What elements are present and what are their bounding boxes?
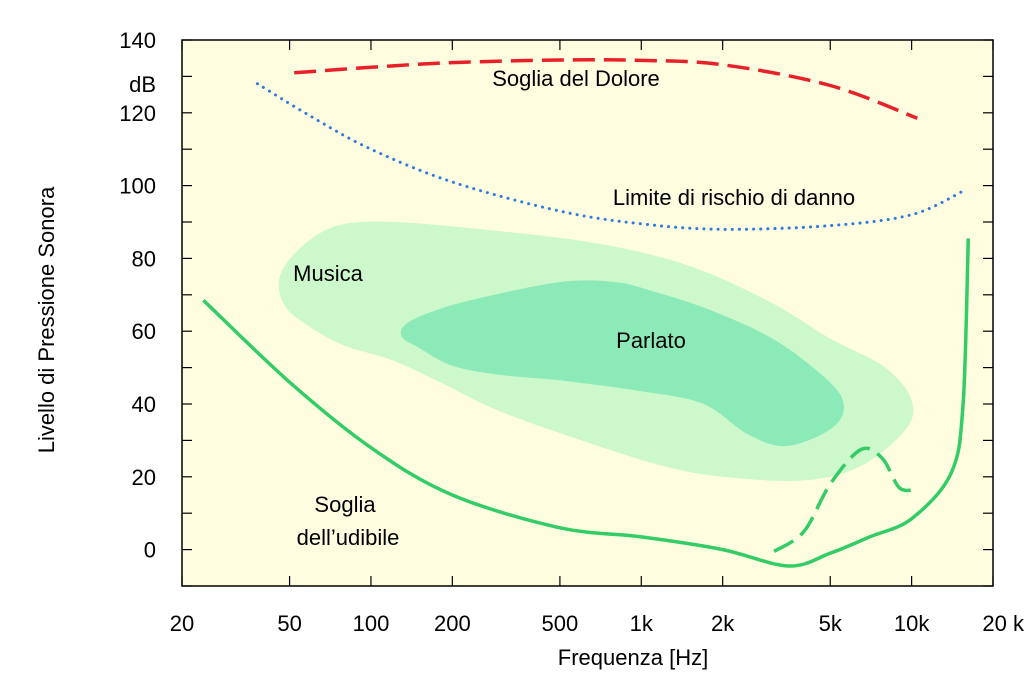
x-tick-label: 500 [542,611,579,636]
x-tick-label: 2k [711,611,735,636]
y-axis-title: Livello di Pressione Sonora [34,186,59,453]
y-unit-label: dB [129,72,156,97]
x-tick-label: 50 [277,611,301,636]
tick-labels-group: 20 50 100 200 500 1k 2k 5k 10k 20 k 0 20 40 60 80 100 12… [119,28,1025,636]
x-tick-label: 200 [434,611,471,636]
pain-label: Soglia del Dolore [492,66,660,91]
x-tick-label: 100 [353,611,390,636]
threshold-label-line2: dell’udibile [297,525,400,550]
y-tick-label: 60 [132,319,156,344]
series-line-soglia-dell-udibile [202,238,971,568]
x-tick-label: 10k [894,611,930,636]
series-line-threshold-variant-3 [773,446,916,553]
music-label: Musica [293,261,363,286]
y-tick-label: 140 [119,28,156,53]
damage-label: Limite di rischio di danno [613,185,855,210]
x-axis-title: Frequenza [Hz] [558,645,708,670]
threshold-label-line1: Soglia [314,492,376,517]
x-tick-label: 20 k [982,611,1025,636]
x-tick-label: 1k [630,611,654,636]
regions-group [278,221,914,481]
y-tick-label: 0 [144,538,156,563]
plot-frame [181,39,994,587]
ticks-group [181,39,994,587]
series-line-limite-di-rischio-di-danno [255,82,965,231]
speech-label: Parlato [616,328,686,353]
x-tick-label: 20 [170,611,194,636]
y-tick-label: 20 [132,465,156,490]
region-parlato [400,280,844,447]
series-group [202,58,971,568]
y-tick-label: 120 [119,101,156,126]
x-tick-label: 5k [819,611,843,636]
y-tick-label: 80 [132,246,156,271]
y-tick-label: 100 [119,174,156,199]
series-line-soglia-del-dolore [294,58,918,120]
y-tick-label: 40 [132,392,156,417]
